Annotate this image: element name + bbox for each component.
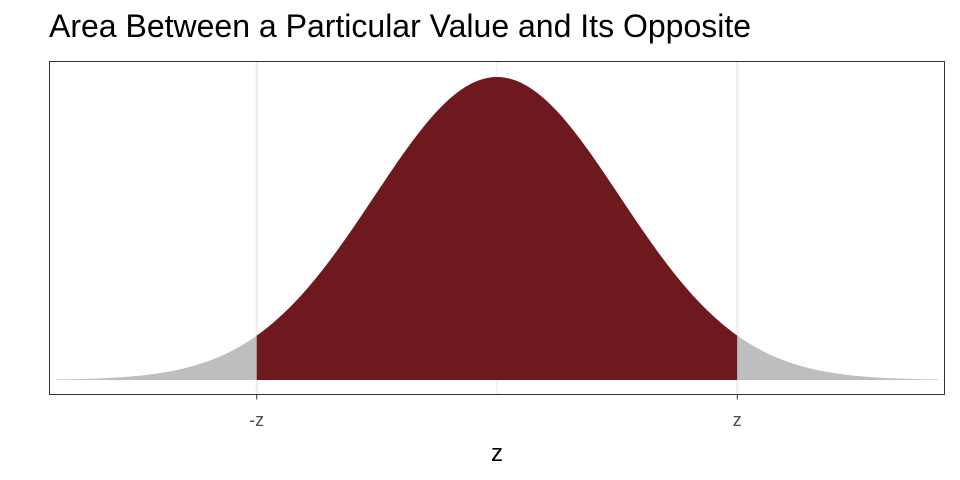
x-axis-title: z bbox=[491, 440, 503, 467]
between-area bbox=[256, 77, 738, 380]
density-areas bbox=[55, 77, 939, 380]
plot-panel-border bbox=[49, 61, 945, 395]
tail-area bbox=[737, 335, 939, 380]
x-tick-label: -z bbox=[249, 410, 264, 430]
tail-area bbox=[55, 335, 257, 380]
chart-title: Area Between a Particular Value and Its … bbox=[49, 8, 752, 44]
x-tick-label: z bbox=[733, 410, 742, 430]
x-axis-ticks: -z z bbox=[249, 394, 742, 430]
